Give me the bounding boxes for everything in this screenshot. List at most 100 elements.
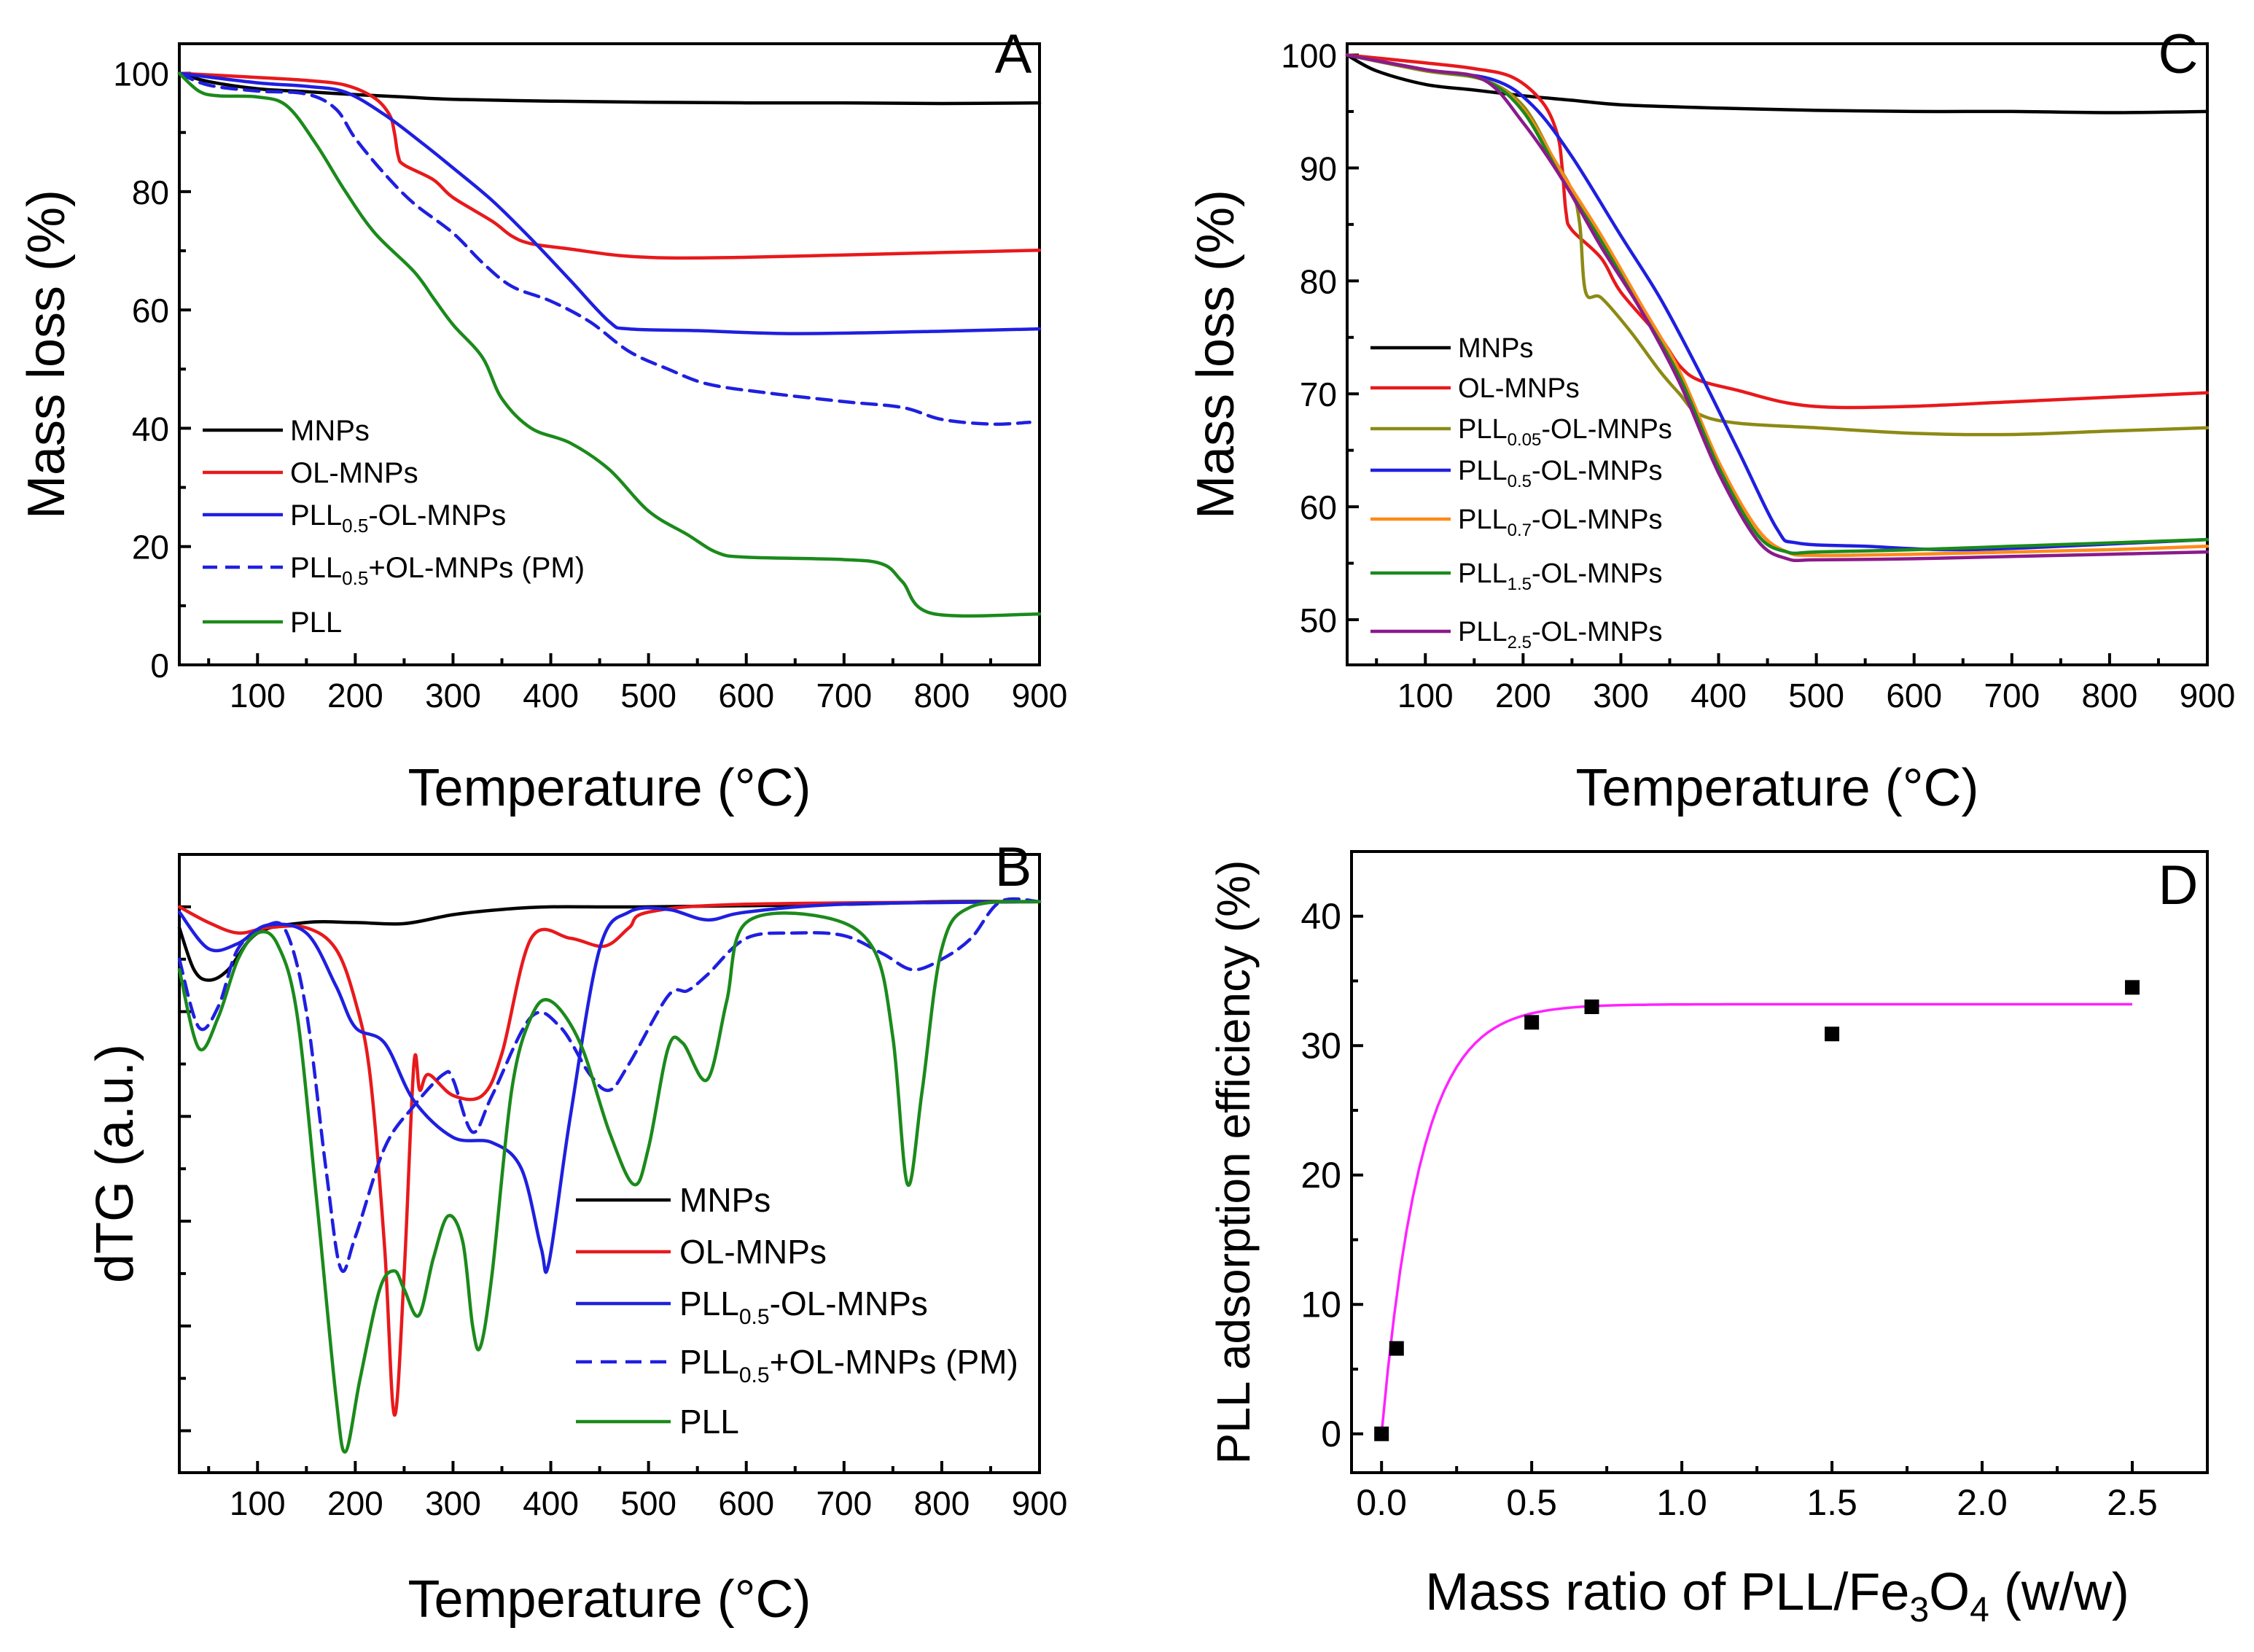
panel-b: 100 200 300 400 500 600 700 800 900 B Temperatur… (86, 836, 1067, 1629)
legend-a-label-mnps: MNPs (290, 415, 370, 447)
series-c-pll0-5-ol-mnps (1345, 53, 2210, 552)
x-tick-label: 700 (816, 677, 872, 714)
panel-a-ylabel: Mass loss (%) (17, 190, 76, 519)
x-tick-label: 2.5 (2107, 1482, 2158, 1523)
y-tick-label: 0 (150, 647, 169, 685)
x-tick-label: 100 (230, 1484, 286, 1522)
x-tick-label: 400 (523, 677, 579, 714)
panel-b-xlabel: Temperature (°C) (408, 1570, 811, 1629)
x-tick-label: 800 (914, 677, 970, 714)
y-tick-label: 60 (132, 292, 169, 330)
series-b-pll (177, 900, 1042, 1454)
series-a-pll0-5-ol-mnps (177, 71, 1042, 335)
panel-a-frame (178, 42, 1041, 666)
x-tick-label: 400 (523, 1484, 579, 1522)
x-tick-label: 1.0 (1656, 1482, 1707, 1523)
panel-a-ticks: 100 200 300 400 500 600 700 800 900 0 20 40 60 80 100 (113, 55, 1067, 714)
y-tick-label: 20 (1300, 1155, 1341, 1196)
panel-a-legend: MNPs OL-MNPs PLL0.5-OL-MNPs PLL0.5+OL-MN… (203, 415, 585, 639)
legend-b-label-mnps: MNPs (679, 1181, 771, 1219)
x-tick-label: 900 (2180, 677, 2236, 714)
x-tick-label: 500 (1788, 677, 1844, 714)
series-c-pll2-5-ol-mnps (1345, 53, 2210, 563)
x-tick-label: 300 (1593, 677, 1649, 714)
x-tick-label: 700 (816, 1484, 872, 1522)
y-tick-label: 60 (1300, 488, 1337, 526)
panel-b-legend: MNPs OL-MNPs PLL0.5-OL-MNPs PLL0.5+OL-MN… (576, 1181, 1018, 1441)
panel-b-frame (178, 853, 1041, 1474)
panel-c: 100 200 300 400 500 600 700 800 9005060708090100… (1187, 23, 2235, 817)
panel-c-ticks: 100 200 300 400 500 600 700 800 900 50 60 70 80 90 100 (1281, 36, 2235, 714)
x-tick-label: 200 (327, 1484, 383, 1522)
panel-b-ticks: 100 200 300 400 500 600 700 800 900 (179, 905, 1068, 1522)
y-tick-label: 100 (113, 55, 169, 93)
x-tick-label: 800 (2082, 677, 2138, 714)
fit-curve (1380, 1002, 2132, 1434)
legend-b-label-pll: PLL (679, 1403, 739, 1441)
x-tick-label: 900 (1012, 1484, 1068, 1522)
panel-a: 100 200 300 400 500 600 700 800 900 0 20 40 60 80100 … (17, 23, 1067, 817)
data-point (1524, 1015, 1540, 1030)
panel-d-ticks: 0.0 0.5 1.0 1.5 2.0 2.5 0 10 20 30 40 (1300, 896, 2157, 1523)
panel-b-curves (177, 897, 1042, 1454)
y-tick-label: 20 (132, 529, 169, 566)
y-tick-label: 100 (1281, 36, 1337, 74)
legend-b-label-pm: PLL0.5+OL-MNPs (PM) (679, 1343, 1018, 1387)
x-tick-label: 2.0 (1957, 1482, 2008, 1523)
legend-a-label-pll05-ol: PLL0.5-OL-MNPs (290, 499, 506, 537)
legend-a-label-pm: PLL0.5+OL-MNPs (PM) (290, 552, 585, 589)
x-tick-label: 0.5 (1506, 1482, 1557, 1523)
series-c-pll0-05-ol-mnps (1345, 53, 2210, 437)
legend-a-label-pll: PLL (290, 607, 342, 639)
data-point (1584, 1000, 1599, 1014)
panel-a-xlabel: Temperature (°C) (408, 759, 811, 817)
panel-d: 0.0 0.5 1.0 1.5 2.0 2.5 0 10 20 30 40 D Mass ratio… (1207, 850, 2209, 1629)
series-a-pll0-5-ol-mnps-pm (177, 71, 1032, 426)
panel-c-curves (1345, 53, 2210, 563)
legend-b-label-pll05-ol: PLL0.5-OL-MNPs (679, 1285, 928, 1329)
panel-c-xlabel: Temperature (°C) (1576, 759, 1979, 817)
x-tick-label: 800 (914, 1484, 970, 1522)
panel-d-marks (1374, 980, 2140, 1441)
panel-d-ylabel: PLL adsorption efficiency (%) (1207, 860, 1260, 1465)
x-tick-label: 900 (1012, 677, 1068, 714)
data-point (2125, 980, 2140, 995)
legend-a-label-ol-mnps: OL-MNPs (290, 457, 418, 489)
series-b-pll0-5-ol-mnps (177, 900, 1042, 1274)
panel-d-frame (1350, 850, 2209, 1474)
x-tick-label: 200 (327, 677, 383, 714)
legend-c-label-pll15: PLL1.5-OL-MNPs (1458, 558, 1662, 594)
legend-c-label-pll07: PLL0.7-OL-MNPs (1458, 504, 1662, 540)
y-tick-label: 80 (132, 174, 169, 211)
x-tick-label: 100 (1397, 677, 1454, 714)
series-a-pll (177, 71, 1042, 618)
panel-c-legend: MNPs OL-MNPs PLL0.05-OL-MNPs PLL0.5-OL-M… (1370, 333, 1672, 652)
y-tick-label: 40 (1300, 896, 1341, 937)
x-tick-label: 300 (425, 1484, 481, 1522)
x-tick-label: 600 (1886, 677, 1942, 714)
series-c-pll1-5-ol-mnps (1345, 53, 2210, 556)
panel-b-label: B (995, 836, 1032, 898)
y-tick-label: 0 (1321, 1414, 1341, 1454)
data-point (1389, 1341, 1404, 1356)
panel-d-xlabel: Mass ratio of PLL/Fe3O4 (w/w) (1425, 1563, 2129, 1629)
x-tick-label: 0.0 (1356, 1482, 1407, 1523)
series-a-ol-mnps (177, 71, 1042, 260)
panel-c-ylabel: Mass loss (%) (1187, 190, 1245, 519)
x-tick-label: 700 (1984, 677, 2040, 714)
x-tick-label: 500 (620, 1484, 676, 1522)
y-tick-label: 80 (1300, 262, 1337, 300)
y-tick-label: 30 (1300, 1025, 1341, 1066)
y-tick-label: 40 (132, 410, 169, 448)
legend-c-label-pll005: PLL0.05-OL-MNPs (1458, 414, 1672, 450)
y-tick-label: 50 (1300, 601, 1337, 639)
panel-c-label: C (2159, 23, 2199, 85)
legend-c-label-ol-mnps: OL-MNPs (1458, 373, 1580, 404)
legend-c-label-pll25: PLL2.5-OL-MNPs (1458, 617, 1662, 652)
panel-c-frame (1346, 42, 2209, 666)
series-b-ol-mnps (177, 900, 1042, 1417)
x-tick-label: 500 (620, 677, 676, 714)
panel-a-curves (177, 71, 1042, 618)
x-tick-label: 600 (718, 677, 774, 714)
